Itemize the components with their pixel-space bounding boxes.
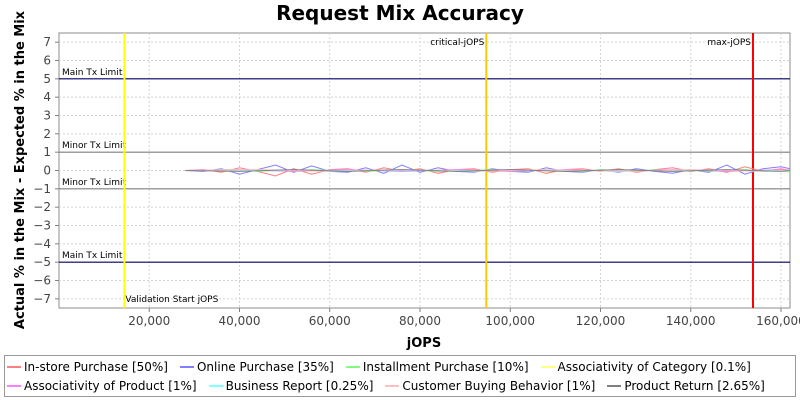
limit-line-label: Minor Tx Limit — [62, 178, 127, 188]
x-tick-label: 80,000 — [399, 314, 441, 328]
y-tick-label: 6 — [43, 54, 51, 68]
y-tick-label: 2 — [43, 127, 51, 141]
limit-line-label: Minor Tx Limit — [62, 141, 127, 151]
y-tick-label: 0 — [43, 164, 51, 178]
legend-item: In-store Purchase [50%] — [5, 360, 168, 374]
legend-row: In-store Purchase [50%] Online Purchase [… — [5, 358, 761, 376]
y-tick-label: 1 — [43, 145, 51, 159]
legend-label: Online Purchase [35%] — [196, 360, 334, 374]
legend-label: Customer Buying Behavior [1%] — [402, 379, 596, 393]
legend-item: Online Purchase [35%] — [178, 360, 334, 374]
series-line — [185, 169, 791, 172]
marker-line-label: max-jOPS — [707, 38, 751, 48]
legend-swatch — [7, 366, 21, 368]
legend-label: Installment Purchase [10%] — [362, 360, 529, 374]
x-axis-title: jOPS — [406, 336, 441, 351]
y-tick-label: 5 — [43, 72, 51, 86]
marker-line-label: critical-jOPS — [430, 38, 484, 48]
x-tick-label: 20,000 — [128, 314, 170, 328]
y-tick-label: 4 — [43, 90, 51, 104]
limit-line-label: Main Tx Limit — [62, 68, 123, 78]
axes: 20,000 40,000 60,000 80,000 100,000 120,000 14… — [33, 35, 800, 328]
legend-swatch — [7, 385, 21, 387]
legend-label: Product Return [2.65%] — [624, 379, 765, 393]
legend-item: Associativity of Product [1%] — [5, 379, 197, 393]
legend-item: Product Return [2.65%] — [605, 379, 765, 393]
y-tick-label: 3 — [43, 109, 51, 123]
y-tick-label: 7 — [43, 35, 51, 49]
legend-label: In-store Purchase [50%] — [24, 360, 168, 374]
y-tick-label: −3 — [33, 219, 51, 233]
x-tick-label: 100,000 — [485, 314, 535, 328]
legend-swatch — [607, 385, 622, 387]
y-tick-label: −6 — [33, 274, 51, 288]
legend-item: Customer Buying Behavior [1%] — [383, 379, 595, 393]
legend-item: Associativity of Category [0.1%] — [539, 360, 751, 374]
x-tick-label: 120,000 — [576, 314, 626, 328]
legend: In-store Purchase [50%] Online Purchase [… — [4, 355, 796, 397]
x-tick-label: 40,000 — [218, 314, 260, 328]
legend-item: Installment Purchase [10%] — [344, 360, 529, 374]
y-tick-label: −1 — [33, 182, 51, 196]
series-line — [185, 169, 791, 172]
y-axis-title: Actual % in the Mix - Expected % in the … — [13, 10, 28, 329]
limit-line-label: Main Tx Limit — [62, 251, 123, 261]
x-tick-label: 140,000 — [666, 314, 716, 328]
legend-item: Business Report [0.25%] — [207, 379, 374, 393]
series-line — [185, 169, 791, 172]
chart-title: Request Mix Accuracy — [276, 1, 524, 25]
y-tick-label: −4 — [33, 237, 51, 251]
legend-swatch — [208, 385, 223, 387]
legend-row: Associativity of Product [1%] Business Re… — [5, 377, 775, 395]
y-tick-label: −7 — [33, 292, 51, 306]
legend-swatch — [179, 366, 194, 368]
legend-swatch — [345, 366, 360, 368]
y-tick-label: −5 — [33, 255, 51, 269]
x-tick-label: 60,000 — [309, 314, 351, 328]
series-layer — [185, 164, 791, 177]
x-tick-label: 160,000 — [756, 314, 800, 328]
legend-label: Associativity of Product [1%] — [24, 379, 197, 393]
y-tick-label: −2 — [33, 200, 51, 214]
legend-label: Associativity of Category [0.1%] — [557, 360, 751, 374]
legend-swatch — [385, 385, 400, 387]
legend-label: Business Report [0.25%] — [225, 379, 374, 393]
legend-swatch — [540, 366, 555, 368]
marker-line-label: Validation Start jOPS — [125, 295, 218, 305]
